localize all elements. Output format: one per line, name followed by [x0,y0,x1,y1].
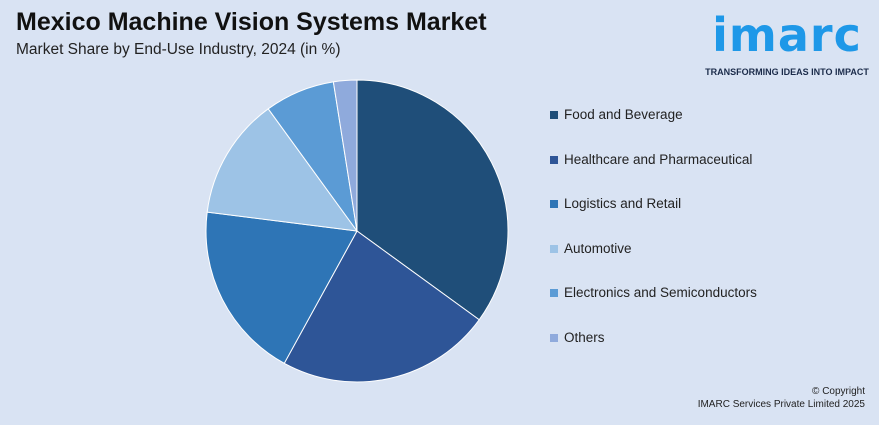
legend-swatch [550,244,558,253]
legend-item: Others [550,330,757,375]
legend-label: Logistics and Retail [564,196,682,212]
legend-label: Automotive [564,240,632,256]
legend-label: Healthcare and Pharmaceutical [564,151,753,167]
logo-wordmark: imarc [712,8,862,62]
chart-legend: Food and Beverage Healthcare and Pharmace… [550,107,757,375]
legend-item: Electronics and Semiconductors [550,285,757,330]
copyright-label: © Copyright [812,386,865,397]
legend-swatch [550,333,558,342]
pie-slice-healthcare-and-pharmaceutical [283,230,480,383]
pie-slice-logistics-and-retail [205,211,358,364]
pie-slice-food-and-beverage [356,79,509,321]
copyright-notice: © Copyright IMARC Services Private Limit… [698,385,865,411]
legend-swatch [550,155,558,164]
copyright-company: IMARC Services Private Limited 2025 [697,399,865,410]
legend-label: Electronics and Semiconductors [564,285,757,301]
legend-label: Food and Beverage [564,107,683,122]
logo-tagline: TRANSFORMING IDEAS INTO IMPACT [705,67,869,77]
legend-swatch [550,289,558,298]
chart-title: Mexico Machine Vision Systems Market [16,8,487,36]
legend-item: Automotive [550,241,757,286]
pie-slice-automotive [206,108,359,232]
legend-swatch [550,111,558,119]
legend-item: Food and Beverage [550,107,757,152]
chart-subtitle: Market Share by End-Use Industry, 2024 (… [16,41,341,58]
legend-swatch [550,200,558,209]
legend-item: Logistics and Retail [550,196,757,241]
imarc-logo: imarc TRANSFORMING IDEAS INTO IMPACT [703,9,871,81]
legend-item: Healthcare and Pharmaceutical [550,152,757,197]
pie-slice-others [332,79,358,232]
legend-label: Others [564,329,605,345]
